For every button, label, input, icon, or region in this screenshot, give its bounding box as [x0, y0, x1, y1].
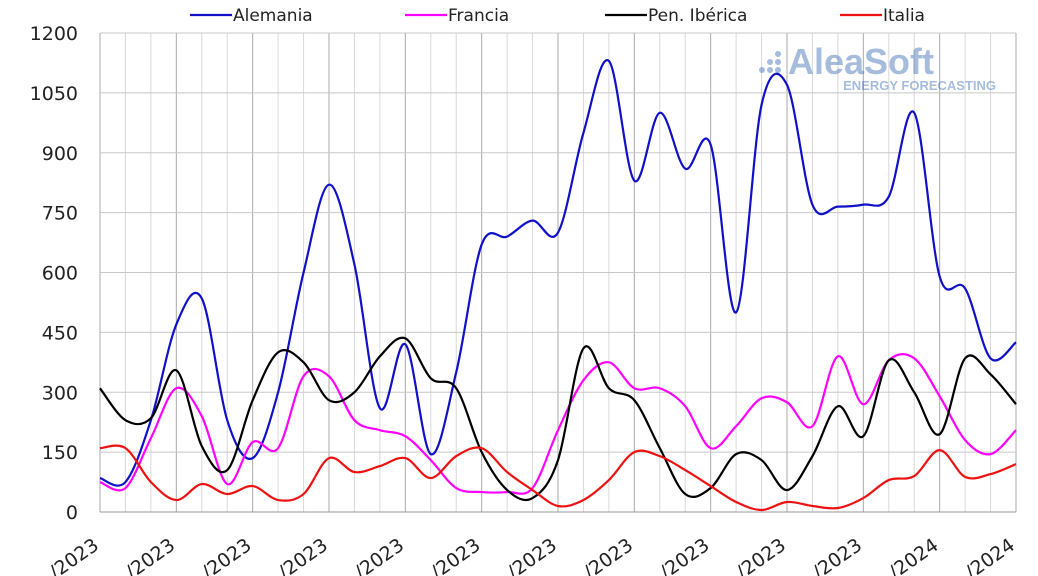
y-tick-label: 1200 — [30, 23, 78, 45]
legend-label: Francia — [448, 6, 509, 26]
x-tick-label: /2023 — [122, 534, 179, 576]
logo-dot — [775, 59, 781, 65]
logo-dot — [767, 67, 773, 73]
x-tick-label: /2024 — [961, 534, 1018, 576]
y-tick-label: 450 — [42, 322, 78, 344]
x-tick-label: /2023 — [351, 534, 408, 576]
x-tick-label: /2023 — [809, 534, 866, 576]
legend-label: Alemania — [233, 6, 313, 26]
grid — [99, 32, 1017, 513]
x-tick-label: /2023 — [580, 534, 637, 576]
y-tick-label: 1050 — [30, 83, 78, 105]
watermark-tagline: ENERGY FORECASTING — [843, 78, 996, 93]
y-tick-label: 150 — [42, 442, 78, 464]
x-tick-label: /2023 — [45, 534, 102, 576]
series-line — [99, 336, 1017, 502]
logo-dot — [775, 51, 781, 57]
legend-label: Pen. Ibérica — [648, 6, 747, 26]
y-tick-label: 750 — [42, 203, 78, 225]
y-tick-label: 0 — [66, 502, 78, 524]
x-tick-label: /2023 — [732, 534, 789, 576]
x-tick-label: /2023 — [503, 534, 560, 576]
legend-label: Italia — [883, 6, 925, 26]
logo-dot — [767, 59, 773, 65]
watermark: AleaSoft ENERGY FORECASTING — [759, 41, 996, 93]
series-line — [99, 59, 1017, 487]
x-tick-label: /2023 — [427, 534, 484, 576]
x-tick-label: /2023 — [274, 534, 331, 576]
logo-dot — [759, 67, 765, 73]
logo-dot — [775, 67, 781, 73]
series-line — [99, 444, 1017, 512]
y-tick-label: 300 — [42, 382, 78, 404]
y-tick-label: 900 — [42, 143, 78, 165]
x-tick-label: /2023 — [656, 534, 713, 576]
x-tick-label: /2024 — [885, 534, 942, 576]
y-tick-label: 600 — [42, 263, 78, 285]
x-tick-label: /2023 — [198, 534, 255, 576]
series-line — [99, 353, 1017, 495]
watermark-name: AleaSoft — [788, 41, 934, 82]
